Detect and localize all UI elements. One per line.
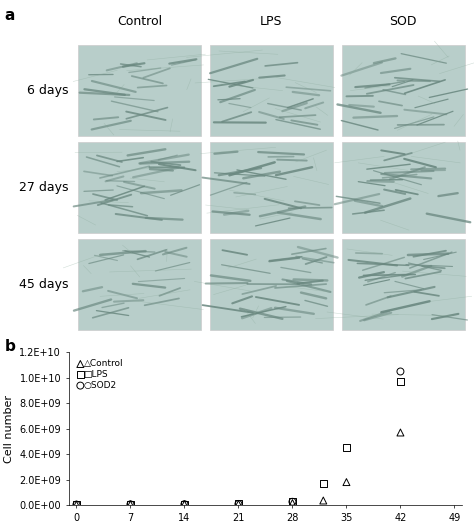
Point xyxy=(235,500,242,508)
Point xyxy=(73,500,80,509)
Bar xyxy=(78,142,201,233)
Point xyxy=(397,378,404,386)
Text: SOD: SOD xyxy=(390,15,417,28)
Text: 27 days: 27 days xyxy=(19,181,69,194)
Point xyxy=(319,497,327,505)
Bar xyxy=(342,239,465,330)
Bar xyxy=(342,45,465,136)
Bar xyxy=(210,45,333,136)
Point xyxy=(289,498,296,506)
Y-axis label: Cell number: Cell number xyxy=(4,394,14,463)
Point xyxy=(181,500,188,509)
Point xyxy=(127,500,134,509)
Text: b: b xyxy=(5,339,16,355)
Point xyxy=(343,443,350,452)
Bar xyxy=(78,45,201,136)
Bar xyxy=(210,142,333,233)
Point xyxy=(289,499,296,507)
Legend: △Control, □LPS, ○SOD2: △Control, □LPS, ○SOD2 xyxy=(77,358,124,391)
Point xyxy=(235,500,242,508)
Point xyxy=(73,500,80,509)
Text: 6 days: 6 days xyxy=(27,84,69,97)
Point xyxy=(73,500,80,509)
Point xyxy=(343,478,350,486)
Text: a: a xyxy=(5,8,15,23)
Point xyxy=(319,479,327,488)
Point xyxy=(181,500,188,509)
Point xyxy=(235,500,242,508)
Point xyxy=(127,500,134,509)
Point xyxy=(181,500,188,509)
Point xyxy=(127,500,134,509)
Point xyxy=(397,428,404,437)
Bar xyxy=(210,239,333,330)
Text: Control: Control xyxy=(117,15,162,28)
Text: 45 days: 45 days xyxy=(19,278,69,291)
Bar xyxy=(342,142,465,233)
Point xyxy=(397,367,404,376)
Point xyxy=(289,498,296,506)
Text: LPS: LPS xyxy=(260,15,283,28)
Bar xyxy=(78,239,201,330)
